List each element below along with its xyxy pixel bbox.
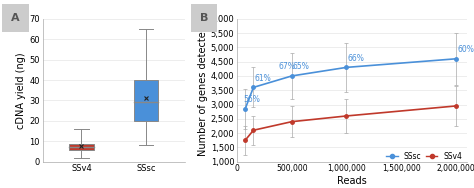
Bar <box>134 80 158 121</box>
Text: B: B <box>200 13 209 23</box>
Text: 65%: 65% <box>293 62 310 71</box>
X-axis label: Reads: Reads <box>337 176 367 186</box>
Text: 66%: 66% <box>347 54 365 63</box>
Text: 67%: 67% <box>279 62 295 71</box>
Text: 60%: 60% <box>457 45 474 54</box>
Bar <box>69 144 94 150</box>
Text: A: A <box>11 13 20 23</box>
Text: 61%: 61% <box>255 74 271 83</box>
Y-axis label: Number of genes detected: Number of genes detected <box>198 25 208 156</box>
Text: 56%: 56% <box>243 95 260 104</box>
Y-axis label: cDNA yield (ng): cDNA yield (ng) <box>17 52 27 129</box>
Legend: SSsc, SSv4: SSsc, SSv4 <box>383 149 465 164</box>
